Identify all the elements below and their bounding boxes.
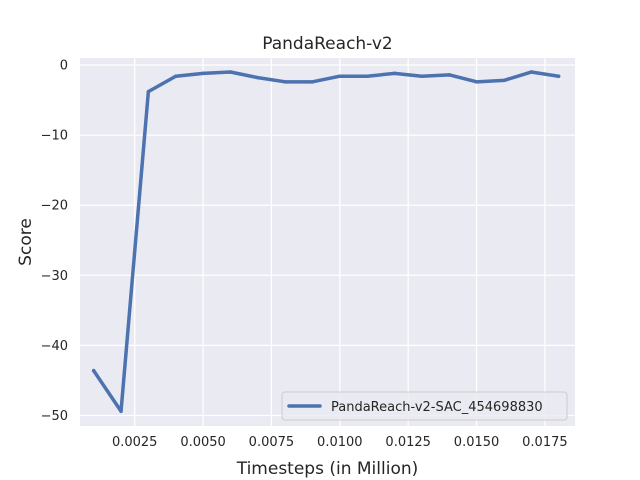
data-point: [119, 409, 123, 414]
data-point: [310, 80, 315, 84]
legend: PandaReach-v2-SAC_454698830: [281, 391, 568, 421]
x-tick-label: 0.0125: [385, 435, 431, 450]
data-point: [146, 89, 151, 94]
data-point: [474, 80, 479, 84]
x-tick-label: 0.0100: [317, 435, 363, 450]
x-axis-label: Timesteps (in Million): [236, 459, 419, 479]
x-tick-label: 0.0050: [180, 435, 226, 450]
data-point: [502, 78, 506, 83]
data-point: [173, 74, 178, 78]
x-tick-label: 0.0175: [522, 435, 568, 450]
x-tick-label: 0.0075: [249, 435, 295, 450]
data-point: [365, 74, 369, 78]
chart-title: PandaReach-v2: [262, 34, 393, 54]
legend-box: [281, 391, 568, 421]
data-point: [201, 71, 205, 76]
x-tick-label: 0.0150: [454, 435, 500, 450]
data-point: [338, 74, 342, 78]
legend-entry-label: PandaReach-v2-SAC_454698830: [331, 400, 543, 415]
y-axis-label: Score: [16, 218, 36, 266]
y-tick-label: 0: [60, 59, 68, 74]
series-layer: [91, 70, 561, 414]
data-point: [529, 70, 533, 74]
y-tick-label: −50: [41, 409, 68, 424]
plot-area: [80, 58, 575, 426]
y-tick-label: −40: [41, 339, 68, 354]
data-point: [447, 73, 451, 77]
y-tick-label: −30: [41, 269, 68, 284]
data-point: [283, 80, 287, 84]
tick-layer: 0.0025 0.0050 0.0075 0.0100 0.0125 0.0150 0.01…: [41, 59, 568, 450]
data-point: [256, 75, 260, 80]
x-tick-label: 0.0025: [112, 435, 158, 450]
data-point: [228, 70, 233, 74]
y-tick-label: −20: [41, 199, 68, 214]
data-point: [556, 74, 561, 78]
data-point: [91, 368, 96, 373]
y-tick-label: −10: [41, 129, 68, 144]
data-point: [392, 71, 397, 76]
data-point: [420, 74, 424, 78]
series-line: [91, 70, 561, 414]
